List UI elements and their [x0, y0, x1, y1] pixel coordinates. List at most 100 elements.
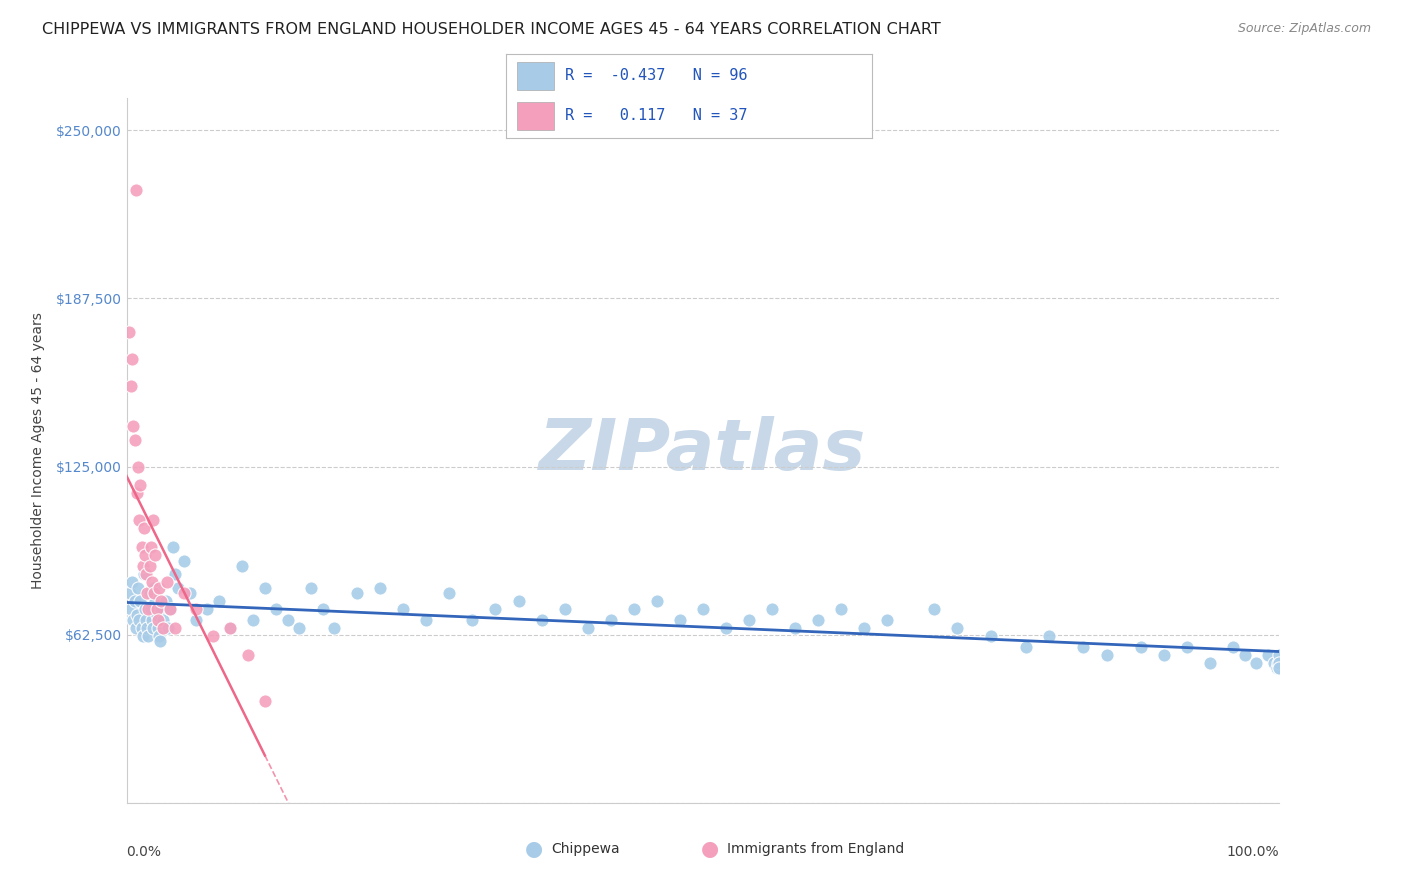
Point	[208, 594, 231, 608]
Point	[219, 621, 242, 635]
FancyBboxPatch shape	[517, 102, 554, 130]
Point	[346, 586, 368, 600]
Text: Chippewa: Chippewa	[551, 842, 620, 856]
Text: R =   0.117   N = 37: R = 0.117 N = 37	[565, 108, 747, 123]
Point	[761, 602, 783, 616]
Point	[599, 613, 621, 627]
Text: ●: ●	[702, 839, 718, 859]
Point	[118, 325, 141, 339]
Point	[127, 581, 149, 595]
Point	[145, 607, 167, 622]
Point	[163, 621, 186, 635]
Point	[124, 433, 146, 447]
Point	[152, 621, 174, 635]
Text: R =  -0.437   N = 96: R = -0.437 N = 96	[565, 69, 747, 84]
Point	[132, 521, 155, 535]
Point	[138, 559, 160, 574]
Point	[159, 602, 181, 616]
Point	[125, 486, 148, 500]
Point	[184, 602, 207, 616]
Point	[1153, 648, 1175, 662]
Point	[128, 513, 150, 527]
Point	[554, 602, 576, 616]
Point	[134, 549, 156, 563]
Point	[236, 648, 259, 662]
Point	[415, 613, 437, 627]
Point	[179, 586, 201, 600]
Text: ●: ●	[526, 839, 543, 859]
Point	[1268, 656, 1291, 670]
Point	[323, 621, 346, 635]
Point	[368, 581, 391, 595]
Point	[129, 478, 152, 492]
Point	[1268, 648, 1291, 662]
Point	[125, 607, 148, 622]
Point	[830, 602, 852, 616]
Point	[253, 693, 276, 707]
Point	[266, 602, 288, 616]
Point	[145, 549, 166, 563]
Point	[669, 613, 692, 627]
Point	[122, 613, 145, 627]
Point	[980, 629, 1002, 643]
Point	[1265, 661, 1288, 675]
Point	[876, 613, 898, 627]
Point	[714, 621, 737, 635]
Text: 0.0%: 0.0%	[127, 845, 162, 859]
Point	[148, 629, 170, 643]
Point	[143, 586, 166, 600]
Point	[155, 594, 177, 608]
Point	[134, 602, 156, 616]
Point	[1246, 656, 1268, 670]
Point	[132, 567, 155, 582]
Point	[1015, 640, 1038, 654]
Point	[288, 621, 311, 635]
Point	[142, 621, 165, 635]
Point	[242, 613, 264, 627]
Point	[1199, 656, 1222, 670]
Point	[136, 621, 159, 635]
Point	[1267, 656, 1289, 670]
Point	[121, 575, 143, 590]
Point	[152, 613, 174, 627]
Point	[392, 602, 415, 616]
Point	[131, 629, 153, 643]
Point	[277, 613, 299, 627]
Point	[148, 581, 170, 595]
Point	[945, 621, 967, 635]
Point	[163, 567, 186, 582]
Point	[159, 602, 181, 616]
Point	[157, 621, 180, 635]
Point	[145, 594, 166, 608]
Point	[299, 581, 322, 595]
Text: Source: ZipAtlas.com: Source: ZipAtlas.com	[1237, 22, 1371, 36]
Point	[253, 581, 276, 595]
Point	[135, 567, 157, 582]
Text: 100.0%: 100.0%	[1227, 845, 1279, 859]
Point	[135, 613, 157, 627]
Point	[195, 602, 218, 616]
Point	[138, 629, 160, 643]
Point	[125, 621, 148, 635]
Point	[125, 183, 148, 197]
Point	[173, 586, 195, 600]
Point	[143, 581, 166, 595]
Point	[150, 602, 173, 616]
Text: ZIPatlas: ZIPatlas	[540, 416, 866, 485]
Point	[138, 586, 160, 600]
Point	[120, 602, 142, 616]
Point	[128, 613, 150, 627]
Point	[142, 513, 165, 527]
Point	[131, 621, 153, 635]
Point	[131, 559, 153, 574]
Point	[173, 554, 195, 568]
Point	[785, 621, 807, 635]
Point	[184, 613, 207, 627]
Point	[118, 586, 141, 600]
Point	[122, 419, 145, 434]
Point	[439, 586, 461, 600]
Point	[145, 602, 167, 616]
Point	[1175, 640, 1198, 654]
Point	[167, 581, 190, 595]
Point	[139, 541, 162, 555]
